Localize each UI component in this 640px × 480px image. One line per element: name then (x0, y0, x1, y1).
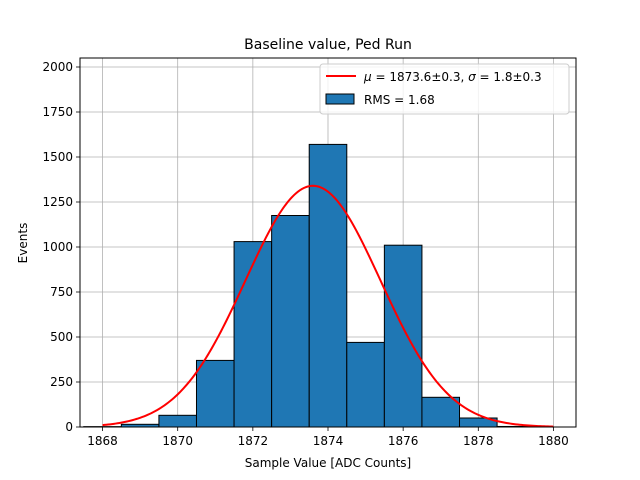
x-tick-label-1: 1870 (162, 434, 193, 448)
y-tick-label-2: 500 (50, 330, 73, 344)
legend: μ = 1873.6±0.3, σ = 1.8±0.3 RMS = 1.68 (319, 63, 570, 115)
legend-mu-symbol: μ (363, 70, 372, 84)
x-axis-ticks: 1868 1870 1872 1874 1876 1878 1880 (87, 427, 569, 448)
histogram-bar-7 (346, 341, 385, 428)
y-tick-label-7: 1750 (42, 105, 73, 119)
legend-hist-label: RMS = 1.68 (364, 93, 435, 107)
legend-hist-swatch (325, 93, 355, 105)
chart-title: Baseline value, Ped Run (244, 37, 412, 53)
x-tick-label-2: 1872 (238, 434, 269, 448)
y-tick-label-8: 2000 (42, 60, 73, 74)
y-tick-label-3: 750 (50, 285, 73, 299)
x-axis-label: Sample Value [ADC Counts] (245, 456, 411, 470)
x-tick-label-3: 1874 (313, 434, 344, 448)
y-axis-ticks: 0 250 500 750 1000 1250 1500 1750 2000 (42, 60, 80, 434)
y-axis-label: Events (16, 223, 30, 264)
gaussian-fit-curve (102, 184, 554, 428)
y-tick-label-6: 1500 (42, 150, 73, 164)
histogram-bar-8 (383, 244, 423, 428)
histogram-bar-9 (421, 396, 461, 428)
x-tick-label-5: 1878 (463, 434, 494, 448)
x-tick-label-4: 1876 (388, 434, 419, 448)
y-tick-label-0: 0 (65, 420, 73, 434)
legend-fit-label: μ = 1873.6±0.3, σ = 1.8±0.3 (363, 70, 542, 84)
x-tick-label-6: 1880 (538, 434, 569, 448)
legend-mu-value: = 1873.6±0.3, (372, 70, 468, 84)
legend-sigma-value: = 1.8±0.3 (476, 70, 542, 84)
legend-sigma-symbol: σ (468, 70, 476, 84)
histogram-bar-5 (271, 215, 310, 428)
legend-box (319, 63, 570, 115)
y-tick-label-4: 1000 (42, 240, 73, 254)
y-tick-label-5: 1250 (42, 195, 73, 209)
histogram-bar-4 (233, 241, 273, 428)
x-tick-label-0: 1868 (87, 434, 118, 448)
fit-curve-layer (102, 184, 554, 428)
y-tick-label-1: 250 (50, 375, 73, 389)
histogram-bar-2 (158, 414, 197, 428)
histogram-bar-3 (195, 359, 235, 428)
